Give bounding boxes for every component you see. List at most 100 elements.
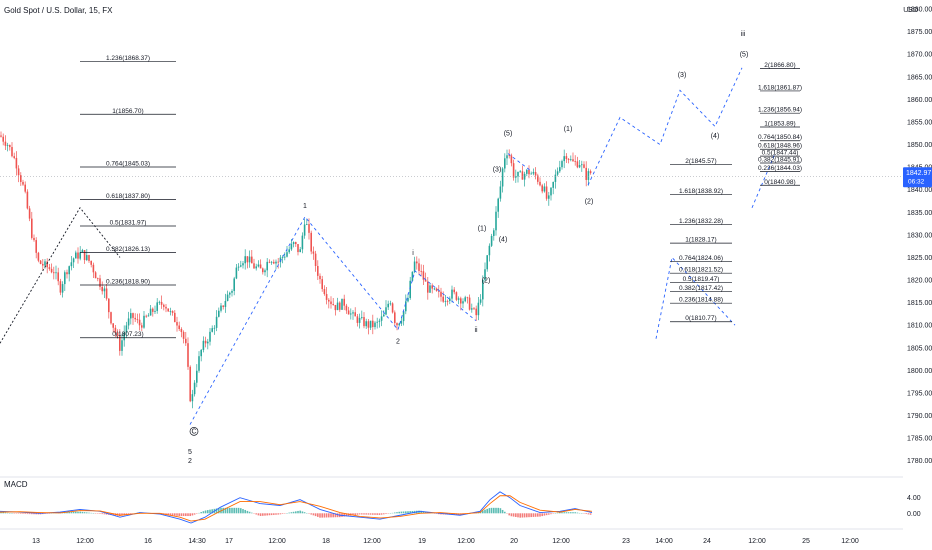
candle-body <box>449 298 451 302</box>
macd-histogram-bar <box>222 507 224 514</box>
macd-histogram-bar <box>26 513 29 515</box>
candle-body <box>86 255 88 261</box>
macd-histogram-bar <box>171 513 174 516</box>
y-tick-label: 1875.00 <box>907 29 932 36</box>
macd-histogram-bar <box>352 513 354 516</box>
candle-body <box>420 270 422 272</box>
candle-body <box>4 141 7 146</box>
candle-body <box>429 285 431 293</box>
x-tick-label: 13 <box>32 538 40 545</box>
x-tick-label: 19 <box>418 538 426 545</box>
candle-body <box>466 297 469 299</box>
y-tick-label: 1780.00 <box>907 458 932 465</box>
candle-body <box>136 319 139 321</box>
y-tick-label: 1855.00 <box>907 119 932 126</box>
macd-histogram-bar <box>303 512 306 514</box>
candle-body <box>132 313 134 318</box>
macd-histogram-bar <box>83 512 86 514</box>
candle-body <box>42 263 44 266</box>
macd-histogram-bar <box>548 513 550 515</box>
x-tick-label: 23 <box>622 538 630 545</box>
macd-histogram-bar <box>323 513 326 518</box>
macd-histogram-bar <box>81 511 84 514</box>
macd-histogram-bar <box>325 513 328 518</box>
macd-histogram-bar <box>24 513 26 514</box>
macd-histogram-bar <box>572 512 574 514</box>
candle-body <box>330 301 332 305</box>
y-tick-label: 1830.00 <box>907 232 932 239</box>
macd-histogram-bar <box>226 507 229 514</box>
candle-body <box>275 261 277 264</box>
x-tick-label: 12:00 <box>76 538 94 545</box>
wave-line <box>507 153 533 172</box>
candle-body <box>367 321 370 328</box>
candle-body <box>468 297 471 310</box>
wave-label: (4) <box>711 133 720 140</box>
candle-body <box>204 340 207 344</box>
candle-body <box>479 299 482 303</box>
fib-level-label: 0.764(1845.03) <box>106 160 150 167</box>
candle-body <box>222 305 224 307</box>
macd-histogram-bar <box>451 513 453 515</box>
macd-histogram-bar <box>273 513 275 515</box>
candle-body <box>515 176 517 178</box>
x-tick-label: 17 <box>225 538 233 545</box>
candle-body <box>303 224 306 236</box>
macd-histogram-bar <box>383 513 385 515</box>
macd-histogram-bar <box>215 508 218 514</box>
candle-body <box>200 349 202 357</box>
candle-body <box>589 171 592 174</box>
y-tick-label: 1785.00 <box>907 436 932 443</box>
candle-body <box>418 263 420 271</box>
candle-body <box>116 333 119 336</box>
candle-body <box>244 256 246 264</box>
macd-histogram-bar <box>321 513 323 518</box>
wave-label: 1 <box>303 203 307 210</box>
candle-body <box>339 302 341 310</box>
candle-body <box>105 288 108 299</box>
y-tick-label: 1795.00 <box>907 390 932 397</box>
wave-label: (5) <box>740 51 749 58</box>
candle-body <box>233 278 235 291</box>
candles <box>0 131 903 409</box>
macd-histogram-bar <box>86 512 88 514</box>
candle-body <box>211 328 213 332</box>
candle-body <box>149 308 152 316</box>
candle-body <box>13 156 15 158</box>
y-tick-label: 1810.00 <box>907 323 932 330</box>
candle-body <box>585 167 587 180</box>
candle-body <box>55 272 57 274</box>
macd-histogram-bar <box>576 512 579 514</box>
candle-body <box>198 356 200 371</box>
candle-body <box>416 261 418 264</box>
candle-body <box>334 305 337 311</box>
macd-histogram-bar <box>0 512 2 514</box>
candle-body <box>270 261 273 263</box>
candle-body <box>167 308 169 312</box>
macd-histogram-bar <box>255 513 257 515</box>
candle-body <box>341 298 343 310</box>
candle-body <box>563 156 565 162</box>
macd-histogram-bar <box>44 513 46 514</box>
macd-histogram-bar <box>244 509 246 514</box>
candle-body <box>358 317 361 323</box>
macd-histogram-bar <box>365 513 367 515</box>
macd-histogram-bar <box>398 511 400 514</box>
time-axis: 13 12:00 16 14:30 17 12:00 18 12:00 19 12:00 20 12:… <box>0 528 903 545</box>
macd-histogram-bar <box>35 513 37 515</box>
macd-histogram-bar <box>354 513 356 516</box>
candle-body <box>422 271 425 280</box>
candle-body <box>306 224 308 225</box>
candle-body <box>279 257 282 263</box>
candle-body <box>440 291 442 297</box>
candle-body <box>226 294 229 301</box>
macd-histogram-bar <box>246 510 249 514</box>
macd-histogram-bar <box>257 513 260 516</box>
fib-level-label: 0.5(1847.44) <box>762 150 799 157</box>
candle-body <box>583 164 585 168</box>
macd-histogram-bar <box>438 513 440 515</box>
candle-body <box>235 267 238 279</box>
macd-histogram-bar <box>202 511 205 514</box>
fib-level-label: 1.236(1832.28) <box>679 218 723 225</box>
